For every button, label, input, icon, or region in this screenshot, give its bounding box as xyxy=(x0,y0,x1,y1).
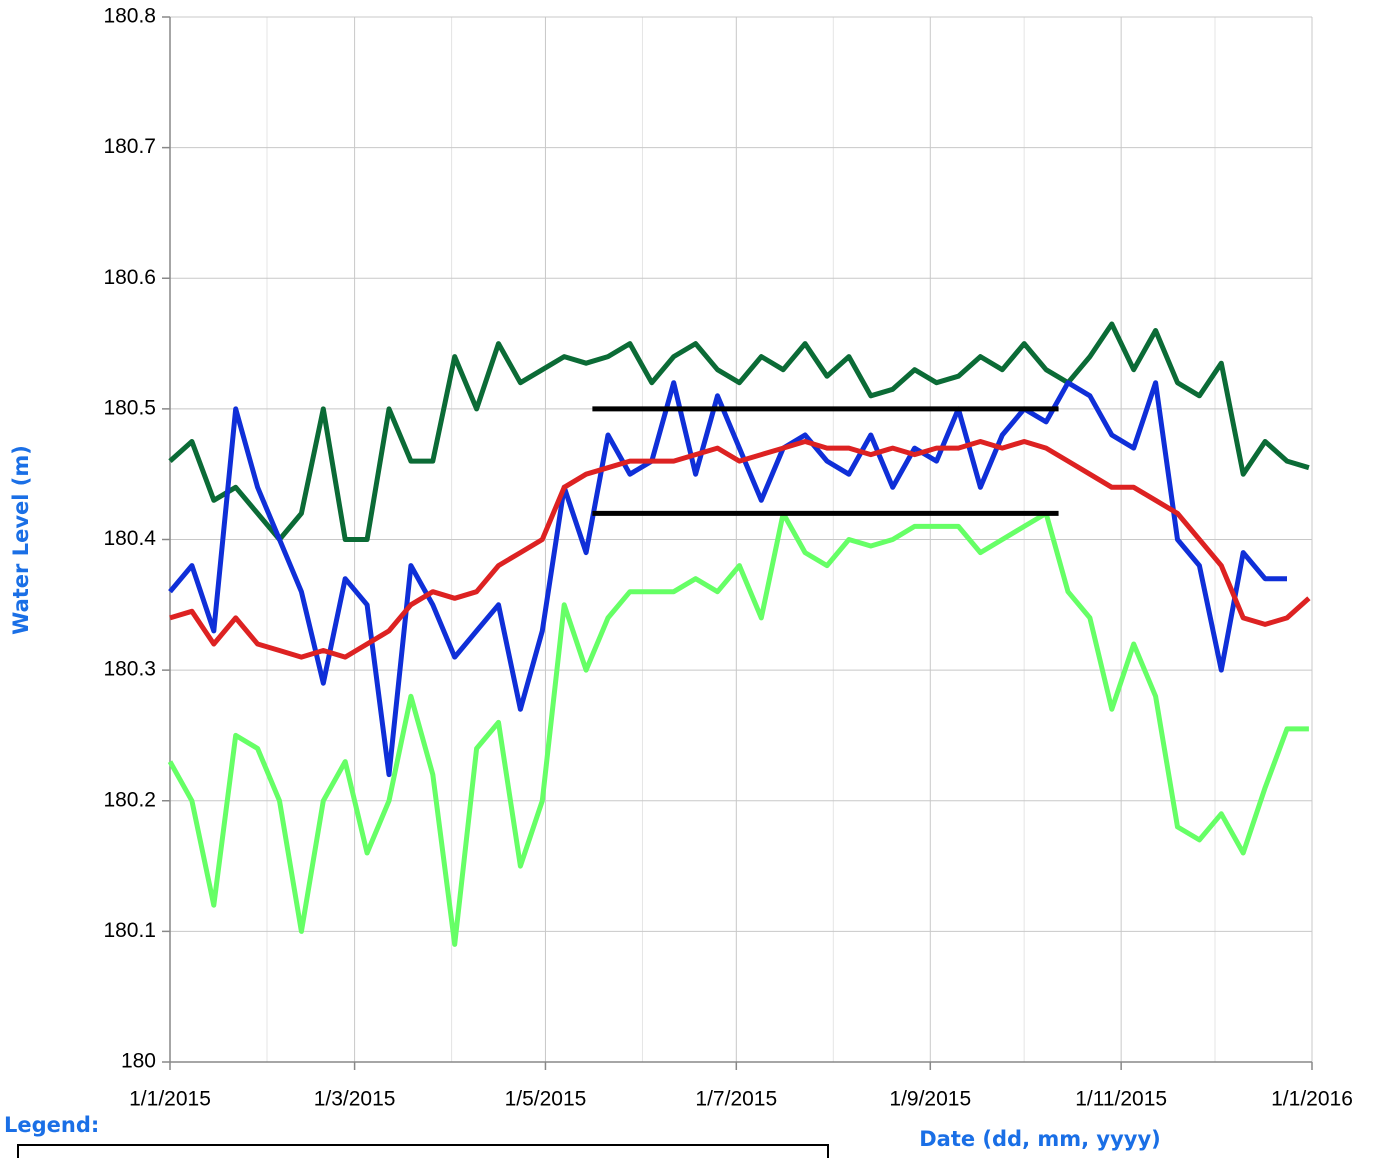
x-axis-title: Date (dd, mm, yyyy) xyxy=(919,1127,1161,1151)
x-tick-label: 1/1/2015 xyxy=(129,1088,211,1111)
series-line xyxy=(169,439,1311,660)
y-tick-label: 180.5 xyxy=(103,396,156,419)
series-line xyxy=(168,380,1287,778)
y-tick-label: 180.1 xyxy=(103,919,156,942)
y-tick-label: 180.6 xyxy=(103,266,156,289)
y-tick-label: 180.2 xyxy=(103,788,156,811)
legend-title: Legend: xyxy=(4,1113,99,1137)
series-line xyxy=(168,321,1310,542)
y-tick-label: 180.3 xyxy=(103,658,156,681)
y-tick-label: 180 xyxy=(121,1050,156,1073)
y-axis-title: Water Level (m) xyxy=(9,445,33,635)
y-tick-label: 180.8 xyxy=(103,5,156,28)
y-tick-label: 180.7 xyxy=(103,135,156,158)
x-tick-label: 1/11/2015 xyxy=(1075,1088,1167,1111)
x-tick-label: 1/5/2015 xyxy=(505,1088,587,1111)
legend-box xyxy=(17,1144,829,1158)
x-tick-label: 1/9/2015 xyxy=(889,1088,971,1111)
x-tick-label: 1/1/2016 xyxy=(1271,1088,1353,1111)
x-tick-label: 1/3/2015 xyxy=(314,1088,396,1111)
x-tick-label: 1/7/2015 xyxy=(695,1088,777,1111)
y-tick-label: 180.4 xyxy=(103,527,156,550)
series-line xyxy=(167,510,1309,947)
